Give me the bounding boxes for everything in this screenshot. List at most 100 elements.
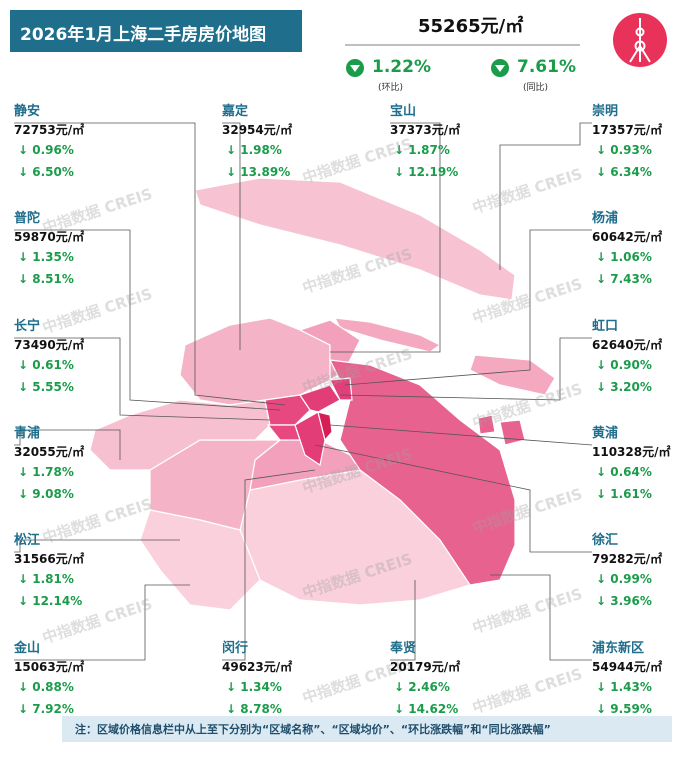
yoy-label: (同比) (523, 83, 549, 93)
district-name: 奉贤 (390, 641, 417, 656)
leader-line (390, 580, 416, 661)
district-yoy: ↓ 5.55% (18, 380, 74, 394)
title: 2026年1月上海二手房房价地图 (20, 25, 267, 45)
region (139, 509, 261, 611)
district-name: 浦东新区 (592, 641, 645, 656)
district-yoy: ↓ 13.89% (226, 165, 291, 179)
district-name: 虹口 (592, 319, 619, 334)
district-mom: ↓ 0.61% (18, 358, 74, 372)
district-price: 37373元/㎡ (390, 123, 461, 137)
district-name: 宝山 (390, 104, 417, 119)
district-yoy: ↓ 6.34% (596, 165, 652, 179)
avg-price: 55265元/㎡ (418, 16, 524, 37)
leader-line (330, 122, 441, 353)
district-name: 崇明 (592, 104, 619, 119)
district-price: 59870元/㎡ (14, 230, 85, 244)
district-yoy: ↓ 1.61% (596, 487, 652, 501)
district-price: 15063元/㎡ (14, 660, 85, 674)
region (477, 414, 496, 435)
district-yoy: ↓ 7.92% (18, 702, 74, 716)
leader-line (222, 469, 316, 661)
district-name: 静安 (14, 104, 41, 119)
district-price: 20179元/㎡ (390, 660, 461, 674)
leader-line (344, 229, 592, 386)
district-name: 金山 (14, 641, 41, 656)
district-yoy: ↓ 9.08% (18, 487, 74, 501)
district-yoy: ↓ 12.19% (394, 165, 459, 179)
district-name: 松江 (14, 533, 41, 548)
down-icon (495, 65, 505, 72)
district-yoy: ↓ 3.20% (596, 380, 652, 394)
district-mom: ↓ 1.87% (394, 143, 450, 157)
district-yoy: ↓ 14.62% (394, 702, 459, 716)
district-price: 49623元/㎡ (222, 660, 293, 674)
district-name: 长宁 (14, 319, 41, 334)
district-mom: ↓ 0.90% (596, 358, 652, 372)
leader-line (14, 122, 286, 406)
district-mom: ↓ 0.64% (596, 465, 652, 479)
district-price: 32055元/㎡ (14, 445, 85, 459)
leader-line (14, 539, 180, 553)
district-price: 54944元/㎡ (592, 660, 663, 674)
leader-line (14, 429, 121, 460)
district-mom: ↓ 1.34% (226, 680, 282, 694)
region (328, 359, 516, 586)
region (333, 317, 442, 353)
district-yoy: ↓ 6.50% (18, 165, 74, 179)
district-price: 79282元/㎡ (592, 552, 663, 566)
district-mom: ↓ 2.46% (394, 680, 450, 694)
leader-line (314, 444, 592, 553)
district-mom: ↓ 1.78% (18, 465, 74, 479)
district-yoy: ↓ 8.78% (226, 702, 282, 716)
leader-line (499, 122, 592, 270)
district-name: 黄浦 (592, 426, 619, 441)
district-name: 青浦 (14, 426, 41, 441)
district-name: 普陀 (14, 211, 41, 226)
down-icon (350, 65, 360, 72)
district-yoy: ↓ 9.59% (596, 702, 652, 716)
region (329, 377, 353, 401)
leader-line (329, 424, 593, 446)
mom-value: 1.22% (372, 57, 431, 77)
district-yoy: ↓ 3.96% (596, 594, 652, 608)
district-name: 徐汇 (592, 533, 619, 548)
district-mom: ↓ 1.43% (596, 680, 652, 694)
note: 注：区域价格信息栏中从上至下分别为“区域名称”、“区域均价”、“环比涨跌幅”和“… (75, 723, 551, 736)
region (194, 177, 516, 301)
district-price: 60642元/㎡ (592, 230, 663, 244)
district-mom: ↓ 1.98% (226, 143, 282, 157)
district-price: 72753元/㎡ (14, 123, 85, 137)
district-yoy: ↓ 7.43% (596, 272, 652, 286)
region (264, 394, 311, 426)
leader-line (14, 229, 281, 411)
district-price: 73490元/㎡ (14, 338, 85, 352)
district-yoy: ↓ 12.14% (18, 594, 83, 608)
district-name: 闵行 (222, 641, 249, 656)
district-mom: ↓ 1.35% (18, 250, 74, 264)
district-mom: ↓ 0.99% (596, 572, 652, 586)
district-price: 32954元/㎡ (222, 123, 293, 137)
leader-line (490, 574, 592, 661)
district-yoy: ↓ 8.51% (18, 272, 74, 286)
district-price: 62640元/㎡ (592, 338, 663, 352)
district-price: 17357元/㎡ (592, 123, 663, 137)
district-name: 杨浦 (592, 211, 619, 226)
leader-line (14, 584, 190, 661)
yoy-value: 7.61% (517, 57, 576, 77)
leader-line (222, 122, 241, 350)
district-name: 嘉定 (222, 104, 249, 119)
district-mom: ↓ 0.93% (596, 143, 652, 157)
leader-line (14, 337, 271, 421)
district-price: 110328元/㎡ (592, 445, 671, 459)
region (179, 317, 331, 406)
district-mom: ↓ 0.88% (18, 680, 74, 694)
region (299, 384, 341, 413)
district-mom: ↓ 1.81% (18, 572, 74, 586)
note-box (62, 716, 672, 742)
mom-label: (环比) (378, 83, 404, 93)
district-mom: ↓ 0.96% (18, 143, 74, 157)
title-box (10, 10, 302, 52)
leader-line (339, 337, 592, 401)
